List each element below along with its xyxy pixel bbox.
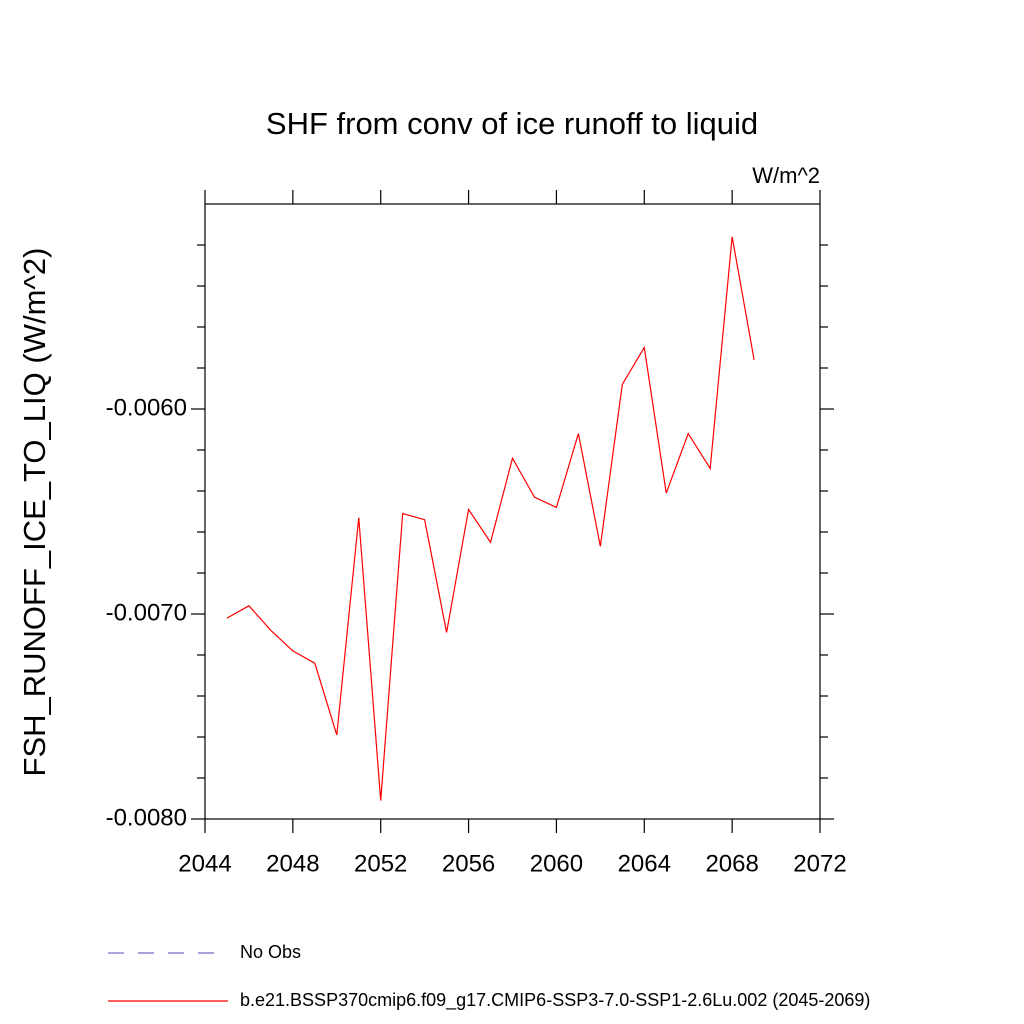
x-tick-label: 2048 [266, 850, 319, 877]
y-tick-label: -0.0070 [106, 599, 187, 626]
y-tick-label: -0.0080 [106, 804, 187, 831]
legend-label: No Obs [240, 942, 301, 962]
legend-label: b.e21.BSSP370cmip6.f09_g17.CMIP6-SSP3-7.… [240, 990, 870, 1011]
y-axis-label: FSH_RUNOFF_ICE_TO_LIQ (W/m^2) [17, 248, 52, 777]
plot-frame [204, 203, 821, 820]
chart-title: SHF from conv of ice runoff to liquid [266, 106, 758, 141]
x-tick-label: 2052 [354, 850, 407, 877]
data-line [226, 236, 755, 801]
x-tick-label: 2064 [618, 850, 671, 877]
units-label: W/m^2 [752, 163, 820, 188]
x-tick-label: 2044 [178, 850, 231, 877]
x-tick-label: 2068 [705, 850, 758, 877]
x-tick-label: 2060 [530, 850, 583, 877]
x-tick-label: 2072 [793, 850, 846, 877]
y-tick-label: -0.0060 [106, 394, 187, 421]
x-tick-label: 2056 [442, 850, 495, 877]
